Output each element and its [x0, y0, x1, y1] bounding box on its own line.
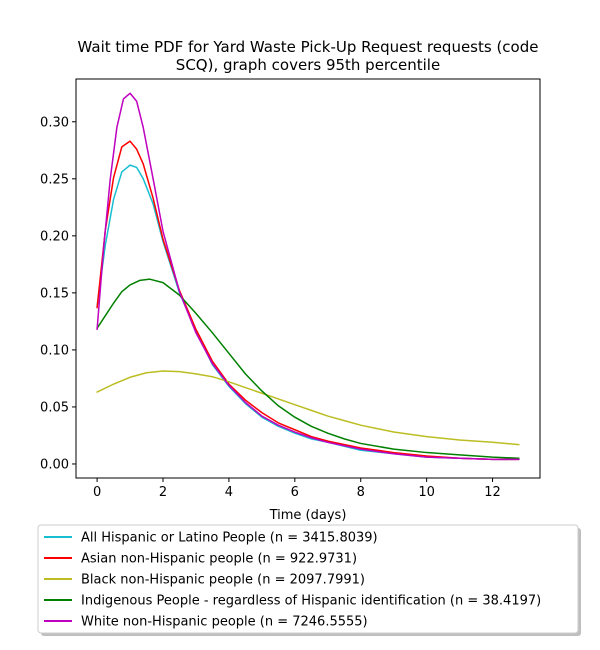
- x-axis-label: Time (days): [269, 508, 347, 523]
- y-tick-label: 0.25: [40, 172, 69, 187]
- y-tick-label: 0.20: [40, 229, 69, 244]
- x-tick-label: 4: [225, 485, 233, 500]
- x-tick-label: 8: [357, 485, 365, 500]
- x-tick-label: 10: [418, 485, 435, 500]
- x-axis: 0 2 4 6 8 10 12: [93, 478, 501, 500]
- x-tick-label: 2: [159, 485, 167, 500]
- y-tick-label: 0.30: [40, 115, 69, 130]
- legend-label-2: Asian non-Hispanic people (n = 922.9731): [81, 552, 357, 567]
- series-line-3: [96, 370, 520, 446]
- series-line-5: [96, 92, 520, 461]
- legend-label-3: Black non-Hispanic people (n = 2097.7991…: [81, 573, 365, 588]
- x-tick-label: 12: [484, 485, 501, 500]
- series-line-4: [96, 278, 520, 460]
- legend-label-5: White non-Hispanic people (n = 7246.5555…: [81, 615, 368, 630]
- x-tick-label: 0: [93, 485, 101, 500]
- x-tick-label: 6: [291, 485, 299, 500]
- plot-frame: [75, 78, 541, 479]
- chart-title-line-1: Wait time PDF for Yard Waste Pick-Up Req…: [78, 38, 539, 56]
- legend: All Hispanic or Latino People (n = 3415.…: [37, 524, 581, 636]
- y-tick-label: 0.15: [40, 286, 69, 301]
- y-tick-label: 0.10: [40, 343, 69, 358]
- y-tick-label: 0.00: [40, 457, 69, 472]
- legend-label-1: All Hispanic or Latino People (n = 3415.…: [81, 531, 378, 546]
- legend-label-4: Indigenous People - regardless of Hispan…: [81, 594, 541, 609]
- y-tick-label: 0.05: [40, 400, 69, 415]
- chart-title-line-2: SCQ), graph covers 95th percentile: [176, 56, 440, 74]
- series-layer: [96, 92, 520, 461]
- y-axis: 0.00 0.05 0.10 0.15 0.20 0.25 0.30: [40, 115, 76, 472]
- legend-box: [37, 524, 579, 634]
